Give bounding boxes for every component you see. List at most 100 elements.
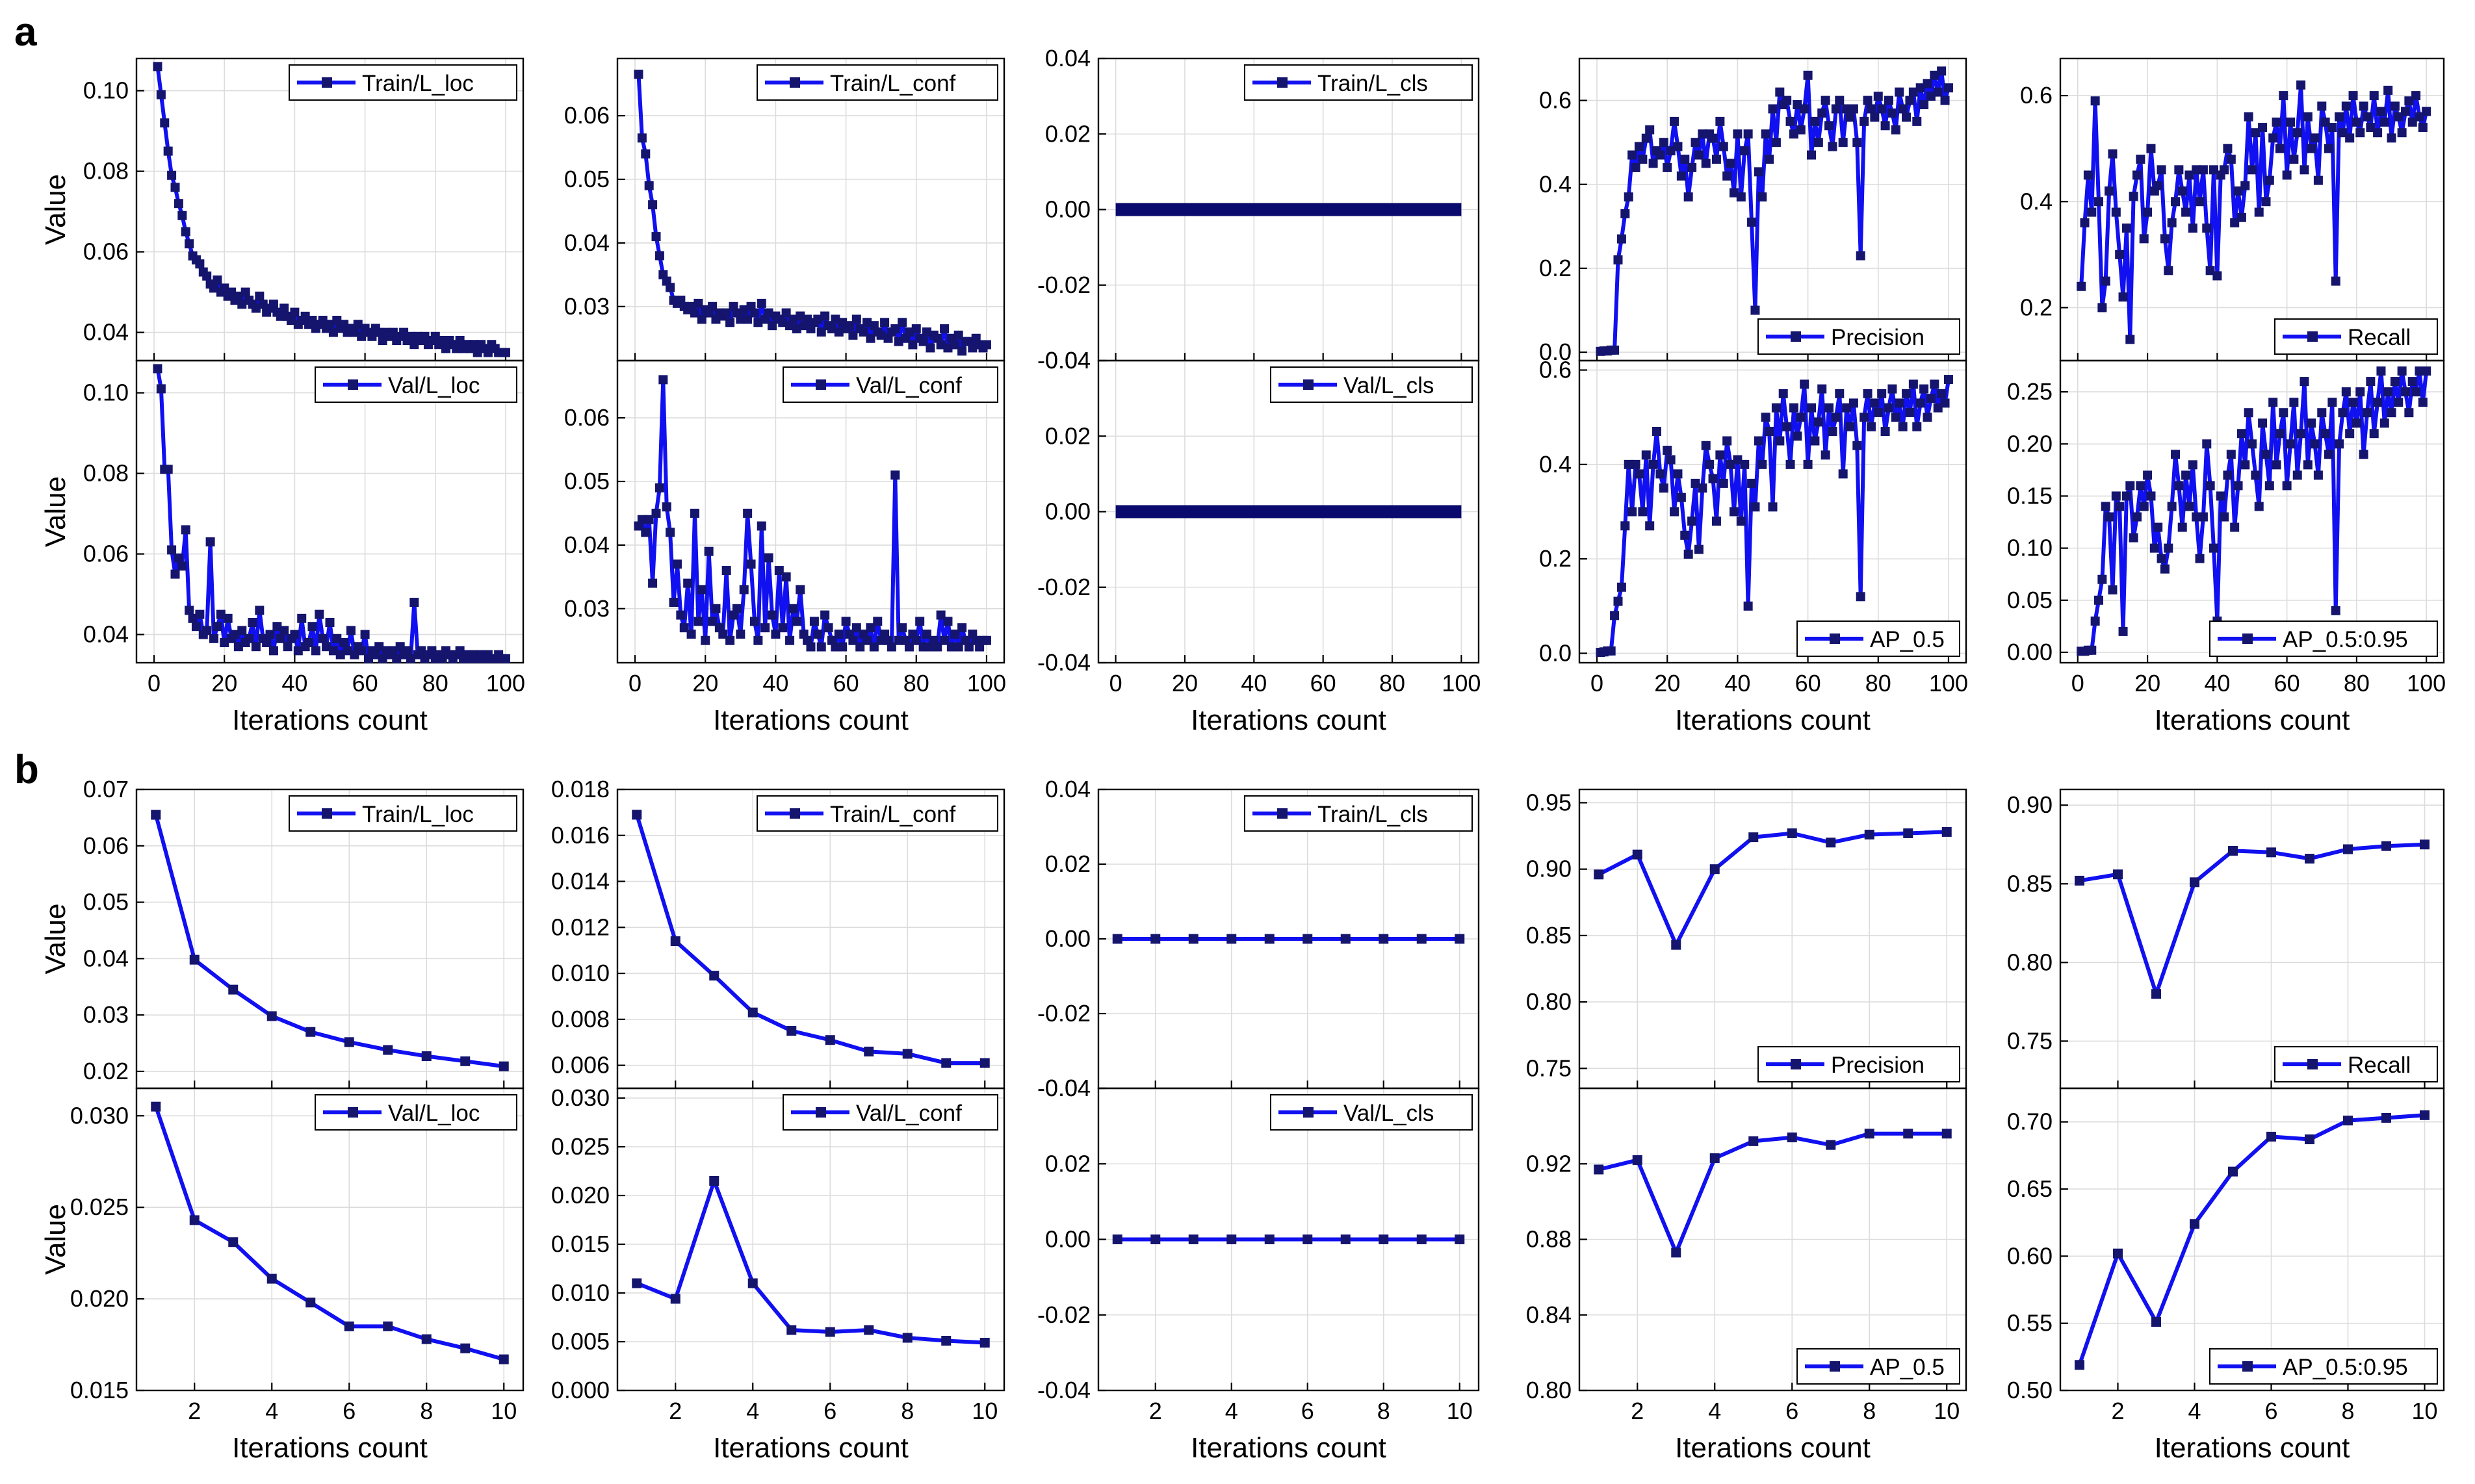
data-marker xyxy=(1740,459,1750,469)
panel-label-a: a xyxy=(14,10,37,55)
data-marker xyxy=(2266,1131,2276,1142)
data-marker xyxy=(2272,117,2281,127)
data-marker xyxy=(2132,170,2142,180)
data-marker xyxy=(2121,224,2131,233)
data-marker xyxy=(2228,845,2238,856)
y-tick-label: 0.04 xyxy=(1045,347,1091,374)
data-marker xyxy=(1718,142,1728,151)
data-marker xyxy=(383,1045,393,1055)
x-axis-label: Iterations count xyxy=(232,704,428,736)
data-marker xyxy=(153,62,162,71)
y-axis-label: Value xyxy=(40,903,71,974)
data-marker xyxy=(406,654,415,663)
data-marker xyxy=(237,300,247,309)
data-marker xyxy=(1864,830,1874,840)
x-axis-label: Iterations count xyxy=(2155,704,2350,736)
data-marker xyxy=(1648,459,1658,469)
data-marker xyxy=(255,291,265,301)
series-line xyxy=(1600,379,1950,654)
data-marker xyxy=(831,642,840,652)
data-marker xyxy=(499,1354,509,1364)
data-marker xyxy=(151,1101,161,1112)
data-marker xyxy=(654,483,664,493)
data-marker xyxy=(792,617,801,626)
data-marker xyxy=(1112,1235,1122,1244)
data-marker xyxy=(648,200,658,210)
data-marker xyxy=(851,623,861,633)
data-marker xyxy=(2369,429,2379,439)
data-marker xyxy=(1880,426,1890,436)
data-marker xyxy=(841,617,851,626)
data-marker xyxy=(399,327,409,337)
data-marker xyxy=(1856,592,1865,602)
y-tick-label: 0.85 xyxy=(1526,922,1572,949)
data-marker xyxy=(2077,281,2086,291)
data-marker xyxy=(2111,491,2121,501)
x-tick-label: 2 xyxy=(2111,1398,2124,1424)
data-marker xyxy=(177,211,187,220)
series-line xyxy=(1598,830,1947,947)
data-marker xyxy=(2303,460,2313,470)
data-marker xyxy=(2153,522,2163,532)
legend-label: Val/L_cls xyxy=(1343,373,1434,398)
legend-label: Val/L_loc xyxy=(388,1101,480,1126)
data-marker xyxy=(2121,491,2131,501)
data-marker xyxy=(788,314,798,324)
data-marker xyxy=(2264,481,2274,491)
grid xyxy=(2060,1088,2444,1390)
legend-marker xyxy=(1277,808,1288,819)
data-marker xyxy=(237,626,247,635)
data-marker xyxy=(1943,375,1953,385)
data-marker xyxy=(209,283,218,293)
data-marker xyxy=(834,327,844,337)
data-marker xyxy=(953,642,963,652)
data-marker xyxy=(911,635,921,645)
data-marker xyxy=(2379,418,2389,428)
data-marker xyxy=(1831,413,1841,422)
data-marker xyxy=(1831,104,1841,114)
data-marker xyxy=(2394,398,2404,407)
y-tick-label: 0.015 xyxy=(551,1231,610,1257)
data-marker xyxy=(167,170,177,180)
data-marker xyxy=(290,630,300,639)
legend-marker xyxy=(348,1107,358,1118)
data-marker xyxy=(1709,1153,1720,1164)
data-marker xyxy=(926,343,935,353)
data-marker xyxy=(922,327,931,337)
data-marker xyxy=(357,646,367,656)
data-marker xyxy=(2177,522,2187,532)
data-marker xyxy=(2310,439,2320,449)
data-marker xyxy=(2139,502,2149,511)
data-marker xyxy=(2363,112,2372,122)
data-marker xyxy=(1670,116,1679,126)
data-marker xyxy=(1884,96,1893,105)
data-marker xyxy=(1852,138,1862,147)
data-marker xyxy=(648,578,658,588)
data-marker xyxy=(2136,481,2145,491)
data-marker xyxy=(2236,212,2246,222)
x-tick-label: 20 xyxy=(692,670,718,697)
y-tick-label: 0.05 xyxy=(83,889,129,915)
data-marker xyxy=(637,515,647,524)
data-marker xyxy=(1908,379,1918,389)
data-marker xyxy=(2320,429,2330,439)
data-marker xyxy=(2381,841,2391,851)
data-marker xyxy=(2216,491,2225,501)
data-marker xyxy=(2113,869,2123,880)
data-marker xyxy=(1722,436,1732,446)
data-marker xyxy=(1821,450,1830,460)
data-marker xyxy=(827,324,836,334)
y-tick-label: 0.014 xyxy=(551,868,610,895)
data-marker xyxy=(1687,162,1697,172)
data-marker xyxy=(1800,379,1809,389)
data-marker xyxy=(816,642,826,652)
y-tick-label: 0.015 xyxy=(70,1377,129,1403)
data-marker xyxy=(160,118,170,128)
legend-label: Train/L_conf xyxy=(830,802,956,827)
y-tick-label: 0.06 xyxy=(83,238,129,265)
y-tick-label: 0.03 xyxy=(564,595,610,622)
panel-a-train-cls: -0.04 -0.02 0.00 0.02 0.04 Train/L_cls xyxy=(1037,45,1480,374)
panel-b-recall: 0.75 0.80 0.85 0.90 Recall xyxy=(2007,788,2445,1090)
data-marker xyxy=(632,1278,642,1288)
data-marker xyxy=(859,327,868,337)
